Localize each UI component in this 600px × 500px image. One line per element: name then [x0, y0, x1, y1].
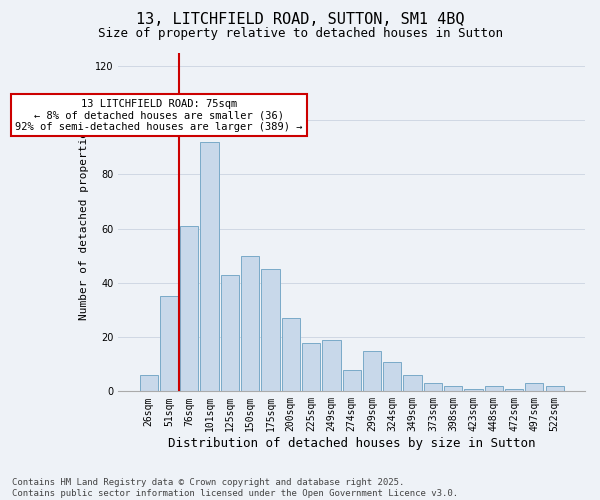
Text: Size of property relative to detached houses in Sutton: Size of property relative to detached ho… [97, 28, 503, 40]
Text: 13 LITCHFIELD ROAD: 75sqm
← 8% of detached houses are smaller (36)
92% of semi-d: 13 LITCHFIELD ROAD: 75sqm ← 8% of detach… [15, 98, 302, 132]
Text: Contains HM Land Registry data © Crown copyright and database right 2025.
Contai: Contains HM Land Registry data © Crown c… [12, 478, 458, 498]
X-axis label: Distribution of detached houses by size in Sutton: Distribution of detached houses by size … [168, 437, 535, 450]
Bar [302, 342, 320, 392]
Bar [221, 275, 239, 392]
Bar [281, 318, 300, 392]
Bar [545, 386, 564, 392]
Bar [424, 383, 442, 392]
Bar [525, 383, 544, 392]
Bar [343, 370, 361, 392]
Bar [180, 226, 199, 392]
Bar [262, 270, 280, 392]
Bar [383, 362, 401, 392]
Bar [464, 388, 482, 392]
Bar [363, 350, 381, 392]
Bar [444, 386, 463, 392]
Bar [200, 142, 219, 392]
Bar [140, 375, 158, 392]
Bar [160, 296, 178, 392]
Bar [241, 256, 259, 392]
Text: 13, LITCHFIELD ROAD, SUTTON, SM1 4BQ: 13, LITCHFIELD ROAD, SUTTON, SM1 4BQ [136, 12, 464, 28]
Bar [322, 340, 341, 392]
Y-axis label: Number of detached properties: Number of detached properties [79, 124, 89, 320]
Bar [505, 388, 523, 392]
Bar [403, 375, 422, 392]
Bar [485, 386, 503, 392]
